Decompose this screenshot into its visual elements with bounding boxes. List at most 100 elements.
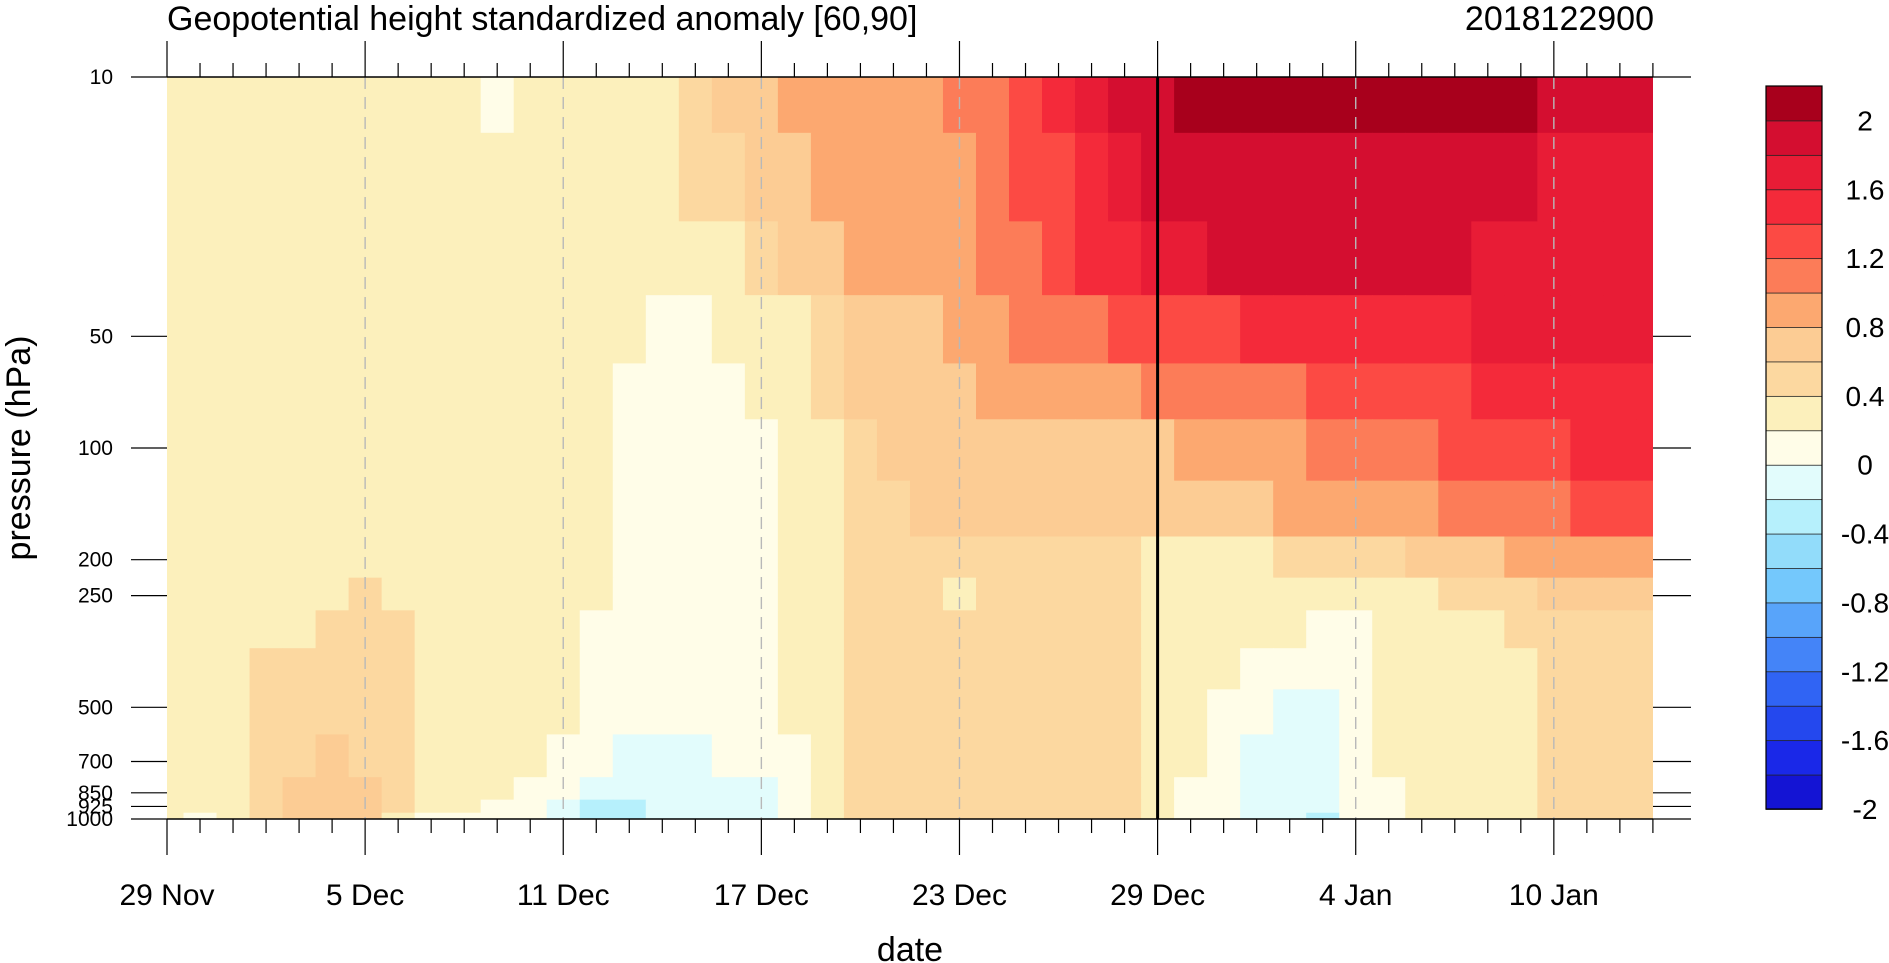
heatmap-cell [843, 648, 878, 690]
heatmap-cell [1240, 295, 1274, 365]
heatmap-cell [810, 734, 845, 778]
heatmap-cell [1174, 777, 1208, 801]
heatmap-cell [1240, 689, 1274, 736]
heatmap-cell [480, 77, 515, 134]
heatmap-cell [678, 648, 713, 690]
heatmap-cell [1372, 648, 1406, 690]
heatmap-cell [480, 419, 515, 482]
heatmap-cell [381, 734, 416, 778]
heatmap-cell [315, 363, 350, 420]
heatmap-cell [1108, 812, 1142, 819]
heatmap-cell [843, 419, 878, 482]
heatmap-cell [480, 689, 515, 736]
heatmap-cell [1636, 536, 1653, 579]
heatmap-cell [711, 799, 746, 814]
heatmap-cell [1009, 689, 1043, 736]
heatmap-cell [249, 777, 284, 801]
heatmap-cell [1207, 132, 1241, 222]
heatmap-cell [447, 77, 482, 134]
heatmap-cell [1207, 689, 1241, 736]
heatmap-cell [315, 734, 350, 778]
heatmap-cell [810, 648, 845, 690]
heatmap-cell [1075, 480, 1109, 538]
heatmap-cell [1207, 734, 1241, 778]
heatmap-cell [612, 536, 647, 579]
heatmap-cell [1438, 363, 1472, 420]
heatmap-cell [315, 577, 350, 611]
heatmap-cell [1306, 419, 1340, 482]
heatmap-cell [909, 536, 944, 579]
heatmap-cell [876, 648, 911, 690]
heatmap-cell [1405, 799, 1439, 814]
heatmap-cell [282, 77, 317, 134]
heatmap-cell [513, 363, 548, 420]
heatmap-cell [1438, 799, 1472, 814]
heatmap-cell [942, 419, 977, 482]
heatmap-cell [282, 799, 317, 814]
heatmap-cell [909, 577, 944, 611]
heatmap-cell [1570, 799, 1604, 814]
heatmap-cell [1174, 132, 1208, 222]
heatmap-cell [348, 812, 383, 819]
heatmap-cell [909, 610, 944, 649]
heatmap-cell [579, 132, 614, 222]
heatmap-cell [216, 480, 251, 538]
heatmap-cell [1405, 419, 1439, 482]
heatmap-cell [1207, 295, 1241, 365]
heatmap-cell [975, 363, 1010, 420]
heatmap-cell [381, 799, 416, 814]
heatmap-cell [645, 689, 680, 736]
heatmap-cell [183, 536, 218, 579]
heatmap-cell [1405, 77, 1439, 134]
heatmap-cell [678, 363, 713, 420]
heatmap-cell [1273, 812, 1307, 819]
heatmap-cell [1306, 610, 1340, 649]
heatmap-cell [876, 689, 911, 736]
heatmap-cell [1207, 363, 1241, 420]
heatmap-cell [480, 777, 515, 801]
heatmap-cell [480, 480, 515, 538]
heatmap-cell [1471, 363, 1505, 420]
heatmap-cell [249, 295, 284, 365]
heatmap-cell [249, 689, 284, 736]
heatmap-cell [1042, 77, 1076, 134]
y-tick-label: 500 [78, 696, 113, 719]
heatmap-cell [612, 363, 647, 420]
heatmap-cell [1075, 648, 1109, 690]
heatmap-cell [447, 689, 482, 736]
heatmap-cell [909, 363, 944, 420]
heatmap-cell [645, 221, 680, 296]
heatmap-cell [1438, 480, 1472, 538]
heatmap-cell [1009, 536, 1043, 579]
heatmap-cell [167, 363, 185, 420]
heatmap-cell [1273, 734, 1307, 778]
y-tick-label: 1000 [66, 808, 113, 831]
colorbar-swatch [1765, 361, 1823, 397]
heatmap-cell [216, 777, 251, 801]
heatmap-cell [167, 648, 185, 690]
heatmap-cell [810, 812, 845, 819]
heatmap-cell [282, 577, 317, 611]
colorbar-frame [1765, 85, 1823, 810]
heatmap-cell [513, 648, 548, 690]
heatmap-cell [909, 689, 944, 736]
x-tick-label: 29 Dec [1110, 879, 1205, 912]
heatmap-cell [1108, 419, 1142, 482]
heatmap-cell [843, 363, 878, 420]
heatmap-cell [711, 812, 746, 819]
heatmap-cell [1042, 363, 1076, 420]
heatmap-cell [612, 577, 647, 611]
heatmap-cell [1471, 648, 1505, 690]
heatmap-cell [348, 419, 383, 482]
heatmap-cell [810, 577, 845, 611]
y-tick-label: 200 [78, 549, 113, 572]
heatmap-cell [1174, 648, 1208, 690]
heatmap-cell [1471, 734, 1505, 778]
heatmap-cell [645, 295, 680, 365]
heatmap-cell [1240, 363, 1274, 420]
heatmap-cell [612, 610, 647, 649]
heatmap-cell [282, 132, 317, 222]
heatmap-cell [167, 812, 185, 819]
heatmap-cell [810, 536, 845, 579]
heatmap-cell [381, 363, 416, 420]
